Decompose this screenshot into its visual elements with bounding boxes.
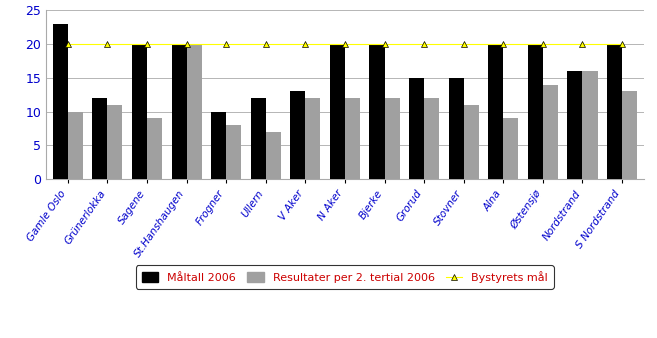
Bar xyxy=(409,78,424,179)
Bar xyxy=(503,118,518,179)
Bar xyxy=(345,98,360,179)
Bar xyxy=(290,91,306,179)
Bar xyxy=(68,112,83,179)
Bar xyxy=(251,98,265,179)
Bar xyxy=(53,24,68,179)
Bar xyxy=(187,44,202,179)
Bar xyxy=(330,44,345,179)
Bar xyxy=(147,118,162,179)
Bar xyxy=(369,44,384,179)
Bar xyxy=(107,105,122,179)
Bar xyxy=(306,98,321,179)
Bar xyxy=(528,44,543,179)
Bar xyxy=(568,71,583,179)
Bar xyxy=(171,44,187,179)
Bar xyxy=(226,125,241,179)
Bar xyxy=(583,71,597,179)
Bar xyxy=(265,132,281,179)
Bar xyxy=(132,44,147,179)
Bar xyxy=(607,44,622,179)
Bar xyxy=(543,84,558,179)
Bar xyxy=(384,98,399,179)
Legend: Måltall 2006, Resultater per 2. tertial 2006, Bystyrets mål: Måltall 2006, Resultater per 2. tertial … xyxy=(136,265,554,289)
Bar xyxy=(488,44,503,179)
Bar xyxy=(464,105,479,179)
Bar xyxy=(211,112,226,179)
Bar xyxy=(622,91,637,179)
Bar xyxy=(424,98,439,179)
Bar xyxy=(449,78,464,179)
Bar xyxy=(93,98,107,179)
